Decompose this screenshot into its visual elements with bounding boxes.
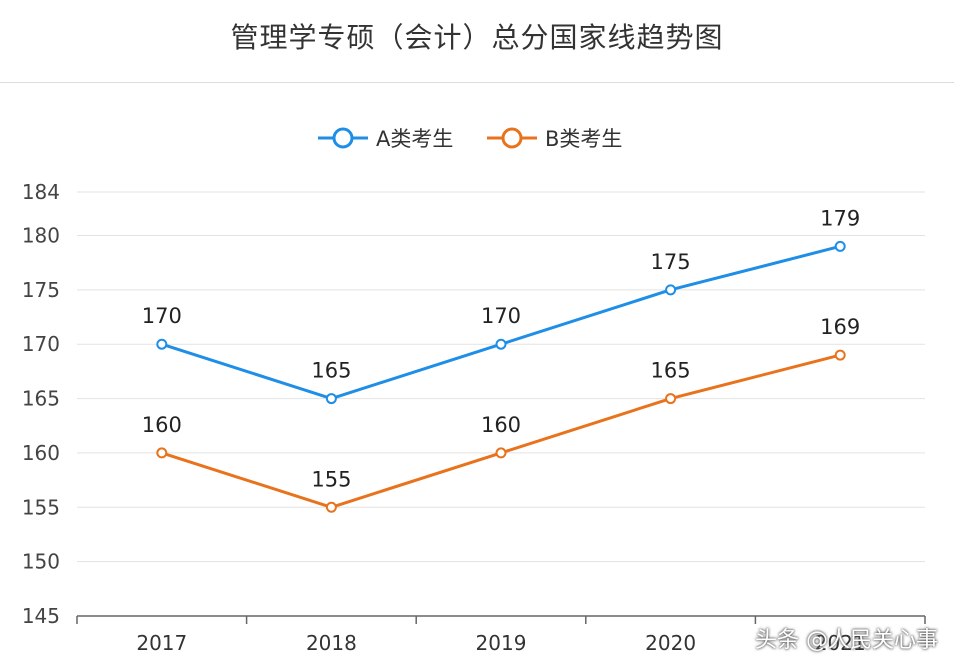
data-label: 160 <box>481 413 521 437</box>
data-label: 165 <box>311 359 351 383</box>
legend: A类考生 B类考生 <box>318 127 622 151</box>
data-label: 165 <box>651 359 691 383</box>
y-tick-label: 184 <box>22 180 60 204</box>
y-tick-label: 170 <box>22 332 60 356</box>
y-tick-label: 165 <box>22 387 60 411</box>
data-point <box>156 447 168 459</box>
gridlines <box>77 191 925 563</box>
series <box>156 240 846 513</box>
axes: 145 150 155 160 165 170 175 180 184 2017 2018 2019 2… <box>22 180 926 655</box>
data-label: 170 <box>481 304 521 328</box>
y-tick-label: 155 <box>22 495 60 519</box>
data-labels: 170 165 170 175 179 160 155 160 165 169 <box>142 206 860 491</box>
data-label: 170 <box>142 304 182 328</box>
y-tick-label: 175 <box>22 278 60 302</box>
y-tick-label: 145 <box>22 604 60 628</box>
x-tick-label-2018: 2018 <box>306 631 357 655</box>
x-tick-label-2019: 2019 <box>476 631 527 655</box>
x-tick-label-2017: 2017 <box>136 631 187 655</box>
data-point <box>834 349 846 361</box>
data-label: 155 <box>311 467 351 491</box>
data-point <box>665 393 677 405</box>
chart-title: 管理学专硕（会计）总分国家线趋势图 <box>230 21 724 54</box>
y-tick-label: 180 <box>22 223 60 247</box>
legend-swatch-marker <box>332 127 354 149</box>
legend-label: B类考生 <box>545 127 622 151</box>
x-tick-label-2020: 2020 <box>645 631 696 655</box>
data-label: 169 <box>820 315 860 339</box>
data-point <box>495 447 507 459</box>
data-label: 160 <box>142 413 182 437</box>
legend-label: A类考生 <box>376 127 453 151</box>
data-point <box>834 240 846 252</box>
data-point <box>325 393 337 405</box>
watermark: 头条 @人民关心事 <box>755 628 938 653</box>
data-label: 175 <box>651 250 691 274</box>
data-point <box>156 338 168 350</box>
y-tick-label: 150 <box>22 550 60 574</box>
data-point <box>495 338 507 350</box>
legend-swatch-marker <box>501 127 523 149</box>
data-label: 179 <box>820 206 860 230</box>
x-tick-label-2021: 2021 <box>815 631 866 655</box>
y-tick-label: 160 <box>22 441 60 465</box>
title-divider <box>0 82 954 83</box>
data-point <box>325 501 337 513</box>
data-point <box>665 284 677 296</box>
